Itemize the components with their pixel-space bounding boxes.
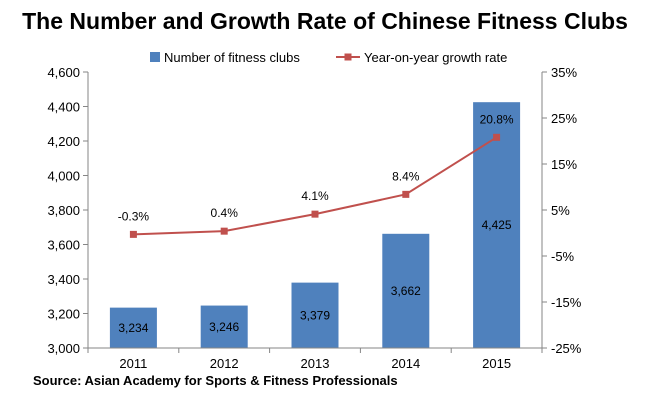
- growth-point-2015: [493, 133, 501, 141]
- x-tick-label: 2015: [482, 356, 511, 371]
- legend-swatch-bars: [150, 52, 160, 62]
- bar-2011: [109, 307, 157, 348]
- growth-point-2013: [311, 210, 319, 218]
- x-tick-label: 2013: [301, 356, 330, 371]
- right-tick-label: 15%: [551, 157, 577, 172]
- left-tick-label: 3,200: [47, 307, 80, 322]
- bar-value-label: 3,379: [300, 308, 330, 322]
- right-tick-label: 5%: [551, 203, 570, 218]
- left-tick-label: 3,000: [47, 341, 80, 356]
- growth-point-2012: [220, 227, 228, 235]
- right-tick-label: -15%: [551, 295, 582, 310]
- x-tick-label: 2014: [391, 356, 420, 371]
- left-tick-label: 4,200: [47, 134, 80, 149]
- growth-value-label: -0.3%: [118, 209, 150, 223]
- data-labels-group: 3,234 3,246 3,379 3,662 4,425 -0.3% 0.4% 4.1% 8.…: [118, 112, 514, 334]
- legend-label-line: Year-on-year growth rate: [364, 50, 507, 65]
- right-tick-label: 25%: [551, 111, 577, 126]
- left-tick-label: 4,400: [47, 100, 80, 115]
- left-tick-label: 4,600: [47, 65, 80, 80]
- right-tick-label: -25%: [551, 341, 582, 356]
- growth-rate-line: [133, 136, 498, 236]
- bar-2012: [200, 305, 248, 348]
- right-tick-label: 35%: [551, 65, 577, 80]
- growth-value-label: 4.1%: [301, 189, 329, 203]
- x-tick-label: 2012: [210, 356, 239, 371]
- right-tick-label: -5%: [551, 249, 575, 264]
- legend: Number of fitness clubs Year-on-year gro…: [150, 50, 507, 65]
- growth-point-2011: [129, 230, 137, 238]
- bar-2013: [291, 282, 339, 348]
- bar-value-label: 3,234: [118, 321, 148, 335]
- left-tick-label: 3,800: [47, 203, 80, 218]
- growth-value-label: 20.8%: [480, 112, 514, 126]
- legend-label-bars: Number of fitness clubs: [164, 50, 300, 65]
- growth-value-label: 8.4%: [392, 169, 420, 183]
- bar-value-label: 3,246: [209, 320, 239, 334]
- x-tick-label: 2011: [119, 356, 147, 371]
- bar-value-label: 3,662: [391, 284, 421, 298]
- bar-value-label: 4,425: [482, 218, 512, 232]
- growth-point-2014: [402, 190, 410, 198]
- legend-swatch-line-marker: [344, 53, 352, 61]
- left-tick-label: 3,400: [47, 272, 80, 287]
- left-tick-label: 3,600: [47, 238, 80, 253]
- bar-2014: [382, 233, 430, 348]
- growth-line-group: [129, 133, 501, 238]
- axes-group: 3,000 3,200 3,400 3,600 3,800 4,000 4,200 4,400…: [47, 65, 581, 371]
- source-note: Source: Asian Academy for Sports & Fitne…: [33, 373, 398, 388]
- chart-title: The Number and Growth Rate of Chinese Fi…: [22, 8, 628, 34]
- left-tick-label: 4,000: [47, 169, 80, 184]
- bars-group: [109, 102, 521, 348]
- bar-2015: [473, 102, 521, 348]
- growth-value-label: 0.4%: [211, 206, 239, 220]
